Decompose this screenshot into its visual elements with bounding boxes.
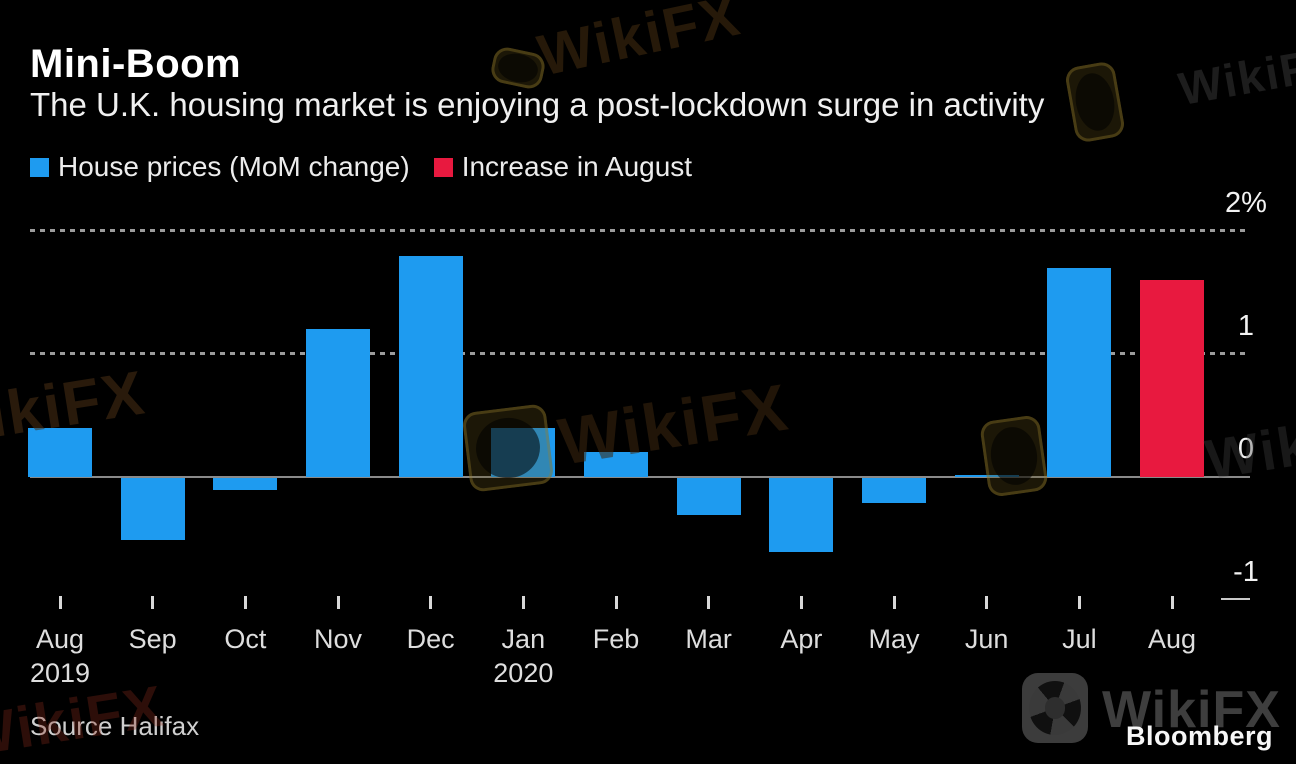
bar <box>398 255 463 477</box>
bar <box>213 478 278 491</box>
x-axis-tick <box>151 596 155 609</box>
bar <box>1140 280 1204 477</box>
legend-swatch-red <box>433 157 453 177</box>
bar <box>491 427 556 477</box>
y-axis-label: 1 <box>1237 310 1255 342</box>
x-axis-tick <box>243 596 247 609</box>
bar <box>584 452 648 477</box>
bar <box>769 478 834 552</box>
year-label: 2019 <box>29 658 91 688</box>
legend-swatch-blue <box>30 157 49 177</box>
bar <box>862 478 926 503</box>
legend-label: Increase in August <box>461 151 693 182</box>
x-axis-label: Jan <box>501 624 546 654</box>
x-axis-label: Dec <box>406 624 455 654</box>
x-axis-tick <box>336 596 340 609</box>
x-axis-tick <box>985 596 989 609</box>
y-axis-label: 0 <box>1237 433 1255 465</box>
y-axis-label: 2% <box>1225 187 1267 219</box>
year-label: 2020 <box>493 658 554 688</box>
source-note: Source Halifax <box>30 711 200 741</box>
x-axis-label: Apr <box>780 624 823 654</box>
zero-axis-line <box>30 476 1250 478</box>
chart-subtitle: The U.K. housing market is enjoying a po… <box>30 86 1045 123</box>
dotted-gridline <box>30 352 1250 355</box>
x-axis-tick <box>521 596 525 609</box>
x-axis-tick <box>614 596 618 609</box>
legend-item-august-increase: Increase in August <box>433 151 693 183</box>
bar <box>954 474 1019 477</box>
legend-item-house-prices: House prices (MoM change) <box>30 151 410 183</box>
x-axis-label: Mar <box>685 624 732 654</box>
dotted-gridline <box>30 229 1250 232</box>
x-axis-label: Aug <box>35 624 85 654</box>
x-axis-label: Sep <box>128 624 177 654</box>
x-axis-label: Aug <box>1147 624 1197 654</box>
chart-title: Mini-Boom <box>30 42 242 86</box>
x-axis-tick <box>429 596 433 609</box>
x-axis-tick <box>1077 596 1081 609</box>
x-axis-tick <box>707 596 711 609</box>
x-axis-label: Oct <box>224 624 267 654</box>
bar <box>1047 267 1112 477</box>
y-axis-label: -1 <box>1233 556 1259 588</box>
x-axis-tick <box>1170 596 1174 609</box>
x-axis-tick <box>799 596 803 609</box>
x-axis-label: May <box>868 624 920 654</box>
x-axis-label: Feb <box>592 624 640 654</box>
bar <box>28 427 92 477</box>
x-axis-label: Jun <box>964 624 1009 654</box>
axis-end-tick <box>1221 598 1250 600</box>
x-axis-tick <box>892 596 896 609</box>
legend: House prices (MoM change) Increase in Au… <box>30 151 716 183</box>
x-axis-tick <box>58 596 62 609</box>
bar <box>306 329 370 477</box>
bar <box>676 478 741 515</box>
legend-label: House prices (MoM change) <box>58 151 410 182</box>
x-axis-label: Nov <box>313 624 362 654</box>
x-axis-label: Jul <box>1062 624 1097 654</box>
bar <box>120 478 185 540</box>
